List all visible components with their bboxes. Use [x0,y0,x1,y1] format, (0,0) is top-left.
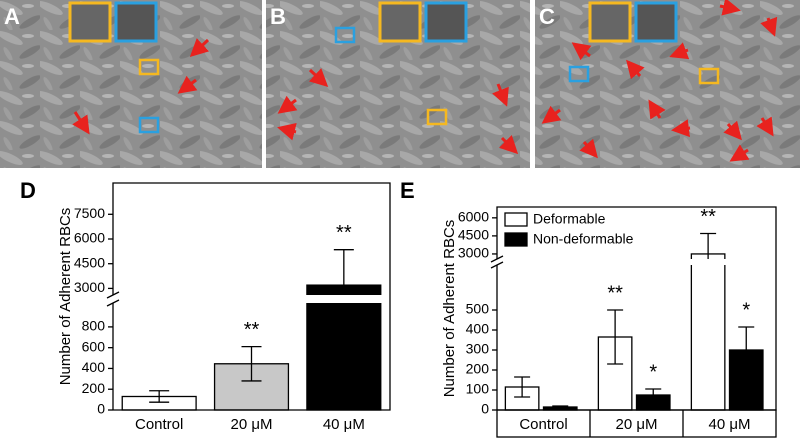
y-tick-label: 300 [466,341,490,357]
micrograph-a [0,0,262,168]
significance-label: * [649,361,657,383]
x-tick-label: 40 μM [323,416,365,433]
legend-swatch [504,232,528,247]
panel-label: C [539,4,555,29]
plot-frame [496,206,777,411]
y-tick-label: 4500 [458,227,489,243]
x-tick-label: 40 μM [709,416,751,433]
y-tick-label: 3000 [74,279,105,295]
y-tick-label: 200 [466,361,490,377]
axis-break [491,259,782,265]
y-tick-label: 100 [466,381,490,397]
panel-label: B [270,4,286,29]
y-tick-label: 4500 [74,254,105,270]
y-tick-label: 800 [82,318,106,334]
x-tick-label: Control [519,416,567,433]
significance-label: ** [607,282,623,304]
bar [690,253,726,411]
y-tick-label: 0 [481,401,489,417]
legend-label: Deformable [533,211,606,227]
y-tick-label: 600 [82,338,106,354]
y-tick-label: 0 [97,401,105,417]
x-tick-label: 20 μM [231,416,273,433]
micrograph-b [266,0,530,168]
y-tick-label: 6000 [458,209,489,225]
x-tick-label: Control [135,416,183,433]
y-tick-label: 400 [82,359,106,375]
y-tick-label: 3000 [458,245,489,261]
significance-label: ** [336,222,352,244]
y-tick-label: 200 [82,380,106,396]
y-axis-label: Number of Adherent RBCs [57,208,74,386]
x-tick-label: 20 μM [616,416,658,433]
significance-label: ** [700,206,716,228]
axis-break [107,295,396,303]
legend-label: Non-deformable [533,231,634,247]
bar [306,284,382,411]
significance-label: ** [244,319,260,341]
panel-label: E [400,178,415,203]
micrograph-c [535,0,800,168]
y-tick-label: 7500 [74,205,105,221]
y-tick-label: 500 [466,301,490,317]
plot-frame [112,182,391,411]
y-tick-label: 400 [466,321,490,337]
legend-swatch [504,212,528,227]
panel-label: A [4,4,20,29]
y-tick-label: 6000 [74,230,105,246]
panel-label: D [20,178,36,203]
y-axis-label: Number of Adherent RBCs [441,220,458,398]
significance-label: * [742,299,750,321]
